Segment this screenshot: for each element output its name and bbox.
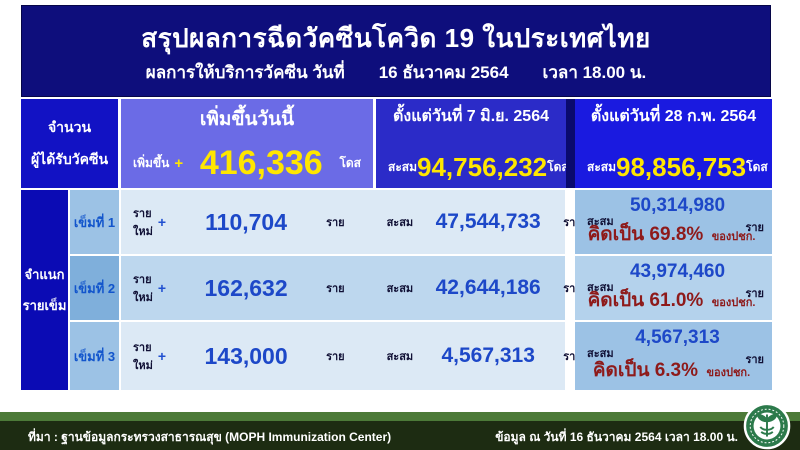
footer-asof: ข้อมูล ณ วันที่ 16 ธันวาคม 2564 เวลา 18.… [495,430,738,444]
today-value: 416,336 [199,144,323,182]
table-row-dose1-total: สะสม 50,314,980 ราย คิดเป็น 69.8% ของปชก… [575,190,772,254]
row3-total-value: 4,567,313 [635,327,720,348]
column-since-feb: ตั้งแต่วันที่ 28 ก.พ. 2564 สะสม 98,856,7… [575,99,772,188]
row2-new-value: 162,632 [204,274,288,301]
today-label: เพิ่มขึ้น [133,155,170,170]
table-row-dose1: รายใหม่ + 110,704 ราย สะสม 47,544,733 รา… [121,190,582,254]
row1-percent: คิดเป็น 69.8% ของปชก. [575,219,768,249]
jun-label: สะสม [388,159,418,174]
today-value-row: เพิ่มขึ้น + 416,336 โดส [121,146,373,180]
plus-icon: + [157,280,167,296]
row2-total-label: สะสม [587,282,614,294]
table-row-dose3-total: สะสม 4,567,313 ราย คิดเป็น 6.3% ของปชก. [575,322,772,390]
feb-label: สะสม [587,159,617,174]
row2-total-unit: ราย [745,288,764,300]
row1-cum-label: สะสม [386,217,414,229]
row3-percent: คิดเป็น 6.3% ของปชก. [575,355,768,385]
row2-percent-suffix: ของปชก. [711,297,756,309]
row3-total-label: สะสม [587,348,614,360]
row3-new-unit: ราย [326,351,345,363]
jun-unit: โดส [547,159,569,174]
dose1-label: เข็มที่ 1 [70,190,119,254]
row3-percent-value: คิดเป็น 6.3% [592,360,699,381]
plus-icon: + [157,214,167,230]
subtitle-prefix: ผลการให้บริการวัคซีน วันที่ [145,63,345,82]
row2-cum-value: 42,644,186 [435,276,541,299]
dose2-label: เข็มที่ 2 [70,256,119,320]
row2-cum-label: สะสม [386,283,414,295]
subtitle-date: 16 ธันวาคม 2564 [378,63,509,82]
row1-total-value: 50,314,980 [629,195,726,216]
row1-cum-value: 47,544,733 [435,210,541,233]
corner-line1: จำนวน [47,118,92,135]
row1-total-unit: ราย [745,222,764,234]
row3-cum-value: 4,567,313 [441,344,535,367]
row2-new-label: รายใหม่ [133,274,153,304]
title-banner: สรุปผลการฉีดวัคซีนโควิด 19 ในประเทศไทย ผ… [21,5,771,97]
table-row-dose2-total: สะสม 43,974,460 ราย คิดเป็น 61.0% ของปชก… [575,256,772,320]
column-feb-header: ตั้งแต่วันที่ 28 ก.พ. 2564 [590,108,757,125]
row3-percent-suffix: ของปชก. [706,367,751,379]
row3-total-unit: ราย [745,354,764,366]
table-row-dose3: รายใหม่ + 143,000 ราย สะสม 4,567,313 ราย [121,322,582,390]
today-unit: โดส [339,155,361,170]
side-line1: จำแนก [24,267,65,282]
table-row-dose2: รายใหม่ + 162,632 ราย สะสม 42,644,186 รา… [121,256,582,320]
moph-emblem-icon [742,402,792,450]
row3-cum-label: สะสม [386,351,414,363]
dose3-label: เข็มที่ 3 [70,322,119,390]
side-line2: รายเข็ม [22,298,67,313]
row1-new-label: รายใหม่ [133,208,153,238]
column-today: เพิ่มขึ้นวันนี้ เพิ่มขึ้น + 416,336 โดส [121,99,373,188]
corner-line2: ผู้ได้รับวัคซีน [30,150,109,167]
row2-total-value: 43,974,460 [629,261,726,282]
jun-value: 94,756,232 [417,152,548,182]
footer-source: ที่มา : ฐานข้อมูลกระทรวงสาธารณสุข (MOPH … [28,430,392,444]
row3-new-value: 143,000 [204,342,288,369]
jun-value-row: สะสม 94,756,232 โดส [376,152,569,182]
page-title: สรุปผลการฉีดวัคซีนโควิด 19 ในประเทศไทย [141,23,651,53]
feb-unit: โดส [746,159,768,174]
row1-total-label: สะสม [587,216,614,228]
row2-percent-value: คิดเป็น 61.0% [587,290,704,311]
corner-header: จำนวน ผู้ได้รับวัคซีน [21,99,118,188]
row3-new-label: รายใหม่ [133,342,153,372]
column-jun-header: ตั้งแต่วันที่ 7 มิ.ย. 2564 [392,108,549,125]
subtitle-time: เวลา 18.00 น. [542,63,647,82]
column-today-header: เพิ่มขึ้นวันนี้ [199,109,295,130]
row2-percent: คิดเป็น 61.0% ของปชก. [575,285,768,315]
footer-accent-bar [0,412,800,421]
feb-value: 98,856,753 [616,152,747,182]
subtitle: ผลการให้บริการวัคซีน วันที่ 16 ธันวาคม 2… [22,59,770,86]
row2-new-unit: ราย [326,283,345,295]
row1-new-unit: ราย [326,217,345,229]
column-divider [566,99,575,188]
row1-new-value: 110,704 [205,208,287,235]
plus-icon: + [174,154,184,172]
feb-value-row: สะสม 98,856,753 โดส [575,154,772,180]
footer-bar [0,421,800,450]
row1-percent-suffix: ของปชก. [711,231,756,243]
column-since-jun: ตั้งแต่วันที่ 7 มิ.ย. 2564 สะสม 94,756,2… [376,99,569,188]
row1-percent-value: คิดเป็น 69.8% [587,224,704,245]
side-header: จำแนก รายเข็ม [21,190,68,390]
plus-icon: + [157,348,167,364]
